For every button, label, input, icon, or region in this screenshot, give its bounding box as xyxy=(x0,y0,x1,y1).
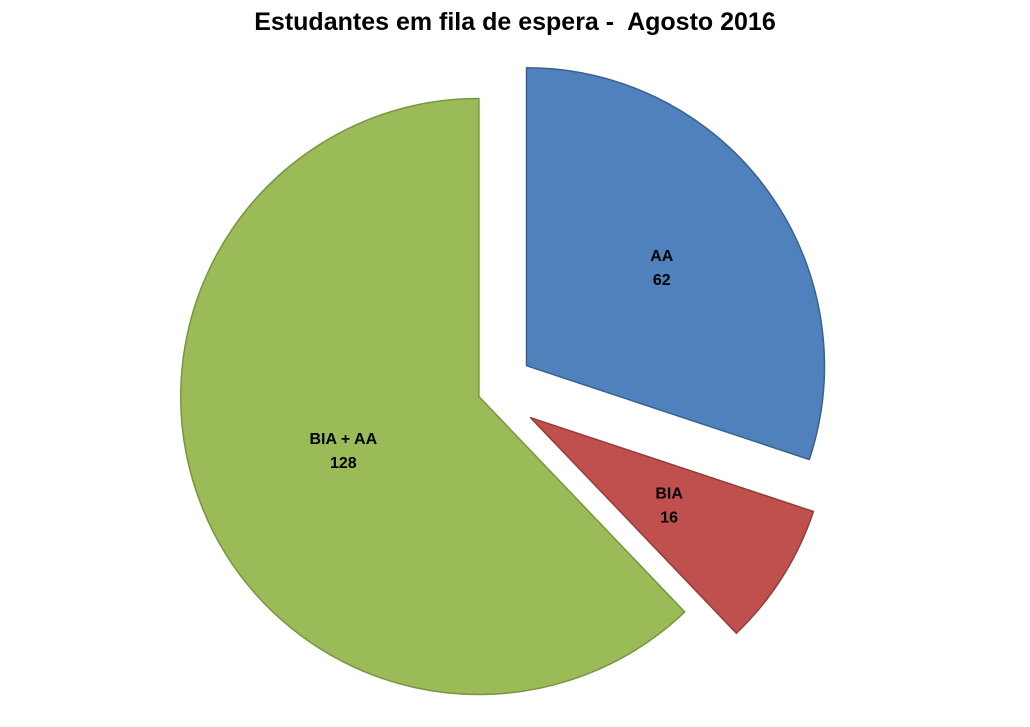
pie-slice-bia-aa xyxy=(180,97,686,696)
pie-slice-aa xyxy=(525,66,826,461)
slice-label-aa: AA xyxy=(650,248,674,265)
slice-value-bia-aa: 128 xyxy=(330,455,357,472)
slice-value-aa: 62 xyxy=(653,272,671,289)
pie-slice-bia xyxy=(529,416,815,634)
slice-label-bia: BIA xyxy=(655,485,683,502)
chart-title: Estudantes em fila de espera - Agosto 20… xyxy=(254,8,776,36)
slice-label-bia-aa: BIA + AA xyxy=(309,431,377,448)
slice-value-bia: 16 xyxy=(660,509,678,526)
